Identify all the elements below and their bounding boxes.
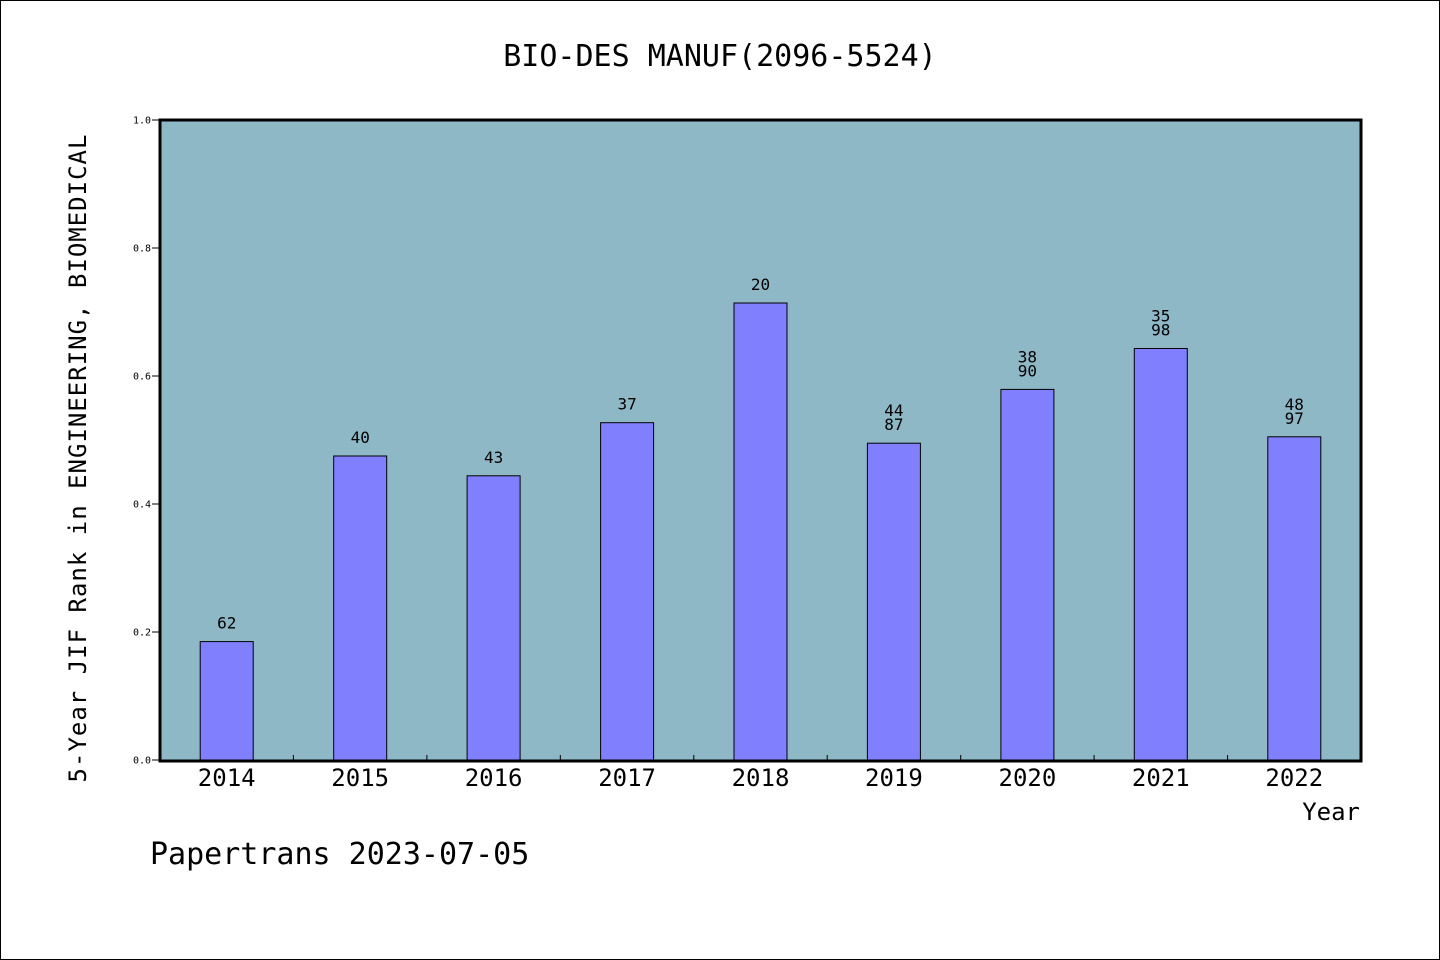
data-label-2021-1: 98 [1151,321,1170,340]
bar-2018 [733,302,788,761]
data-label-2014-0: 62 [217,614,236,633]
data-label-2018-0: 20 [751,275,770,294]
data-label-2020-0: 38 [1018,347,1037,366]
x-tick-label-2019: 2019 [865,764,923,792]
x-tick-label-2020: 2020 [999,764,1057,792]
plot-border [158,118,1363,763]
y-tick-label-2: 0.4 [133,500,151,511]
x-axis-label: Year [1302,798,1360,826]
y-tick-label-0: 0.0 [133,756,151,767]
y-axis: 0.0 0.2 0.4 0.6 0.8 1.0 [133,116,160,767]
data-label-2019-1: 87 [884,415,903,434]
data-label-2022-0: 48 [1285,395,1304,414]
data-label-2017-0: 37 [617,395,636,414]
data-label-2021-0: 35 [1151,307,1170,326]
y-tick-label-5: 1.0 [133,116,151,127]
x-tick-label-2017: 2017 [598,764,656,792]
x-tick-label-2014: 2014 [198,764,256,792]
y-axis-label: 5-Year JIF Rank in ENGINEERING, BIOMEDIC… [64,134,92,783]
chart-title: BIO-DES MANUF(2096-5524) [503,39,936,74]
x-tick-label-2015: 2015 [331,764,389,792]
bar-2020 [1000,388,1055,761]
data-label-2020-1: 90 [1018,361,1037,380]
x-axis: 2014 2015 2016 2017 2018 2019 2020 2021 2022 [198,755,1323,792]
bar-2017 [600,422,655,761]
data-label-2022-1: 97 [1285,409,1304,428]
bar-2019 [866,442,921,761]
bar-2022 [1267,436,1322,761]
bar-2016 [466,475,521,761]
data-label-2016-0: 43 [484,448,503,467]
x-tick-label-2018: 2018 [732,764,790,792]
x-tick-label-2022: 2022 [1265,764,1323,792]
bar-2021 [1133,348,1188,761]
bars-group [199,302,1322,761]
y-tick-label-1: 0.2 [133,628,151,639]
data-label-2019-0: 44 [884,401,903,420]
y-tick-label-4: 0.8 [133,244,151,255]
y-tick-label-3: 0.6 [133,372,151,383]
bar-2015 [333,455,388,761]
x-tick-label-2021: 2021 [1132,764,1190,792]
data-label-2015-0: 40 [351,428,370,447]
footer-text: Papertrans 2023-07-05 [150,837,529,872]
x-tick-label-2016: 2016 [465,764,523,792]
bar-2014 [199,641,254,761]
